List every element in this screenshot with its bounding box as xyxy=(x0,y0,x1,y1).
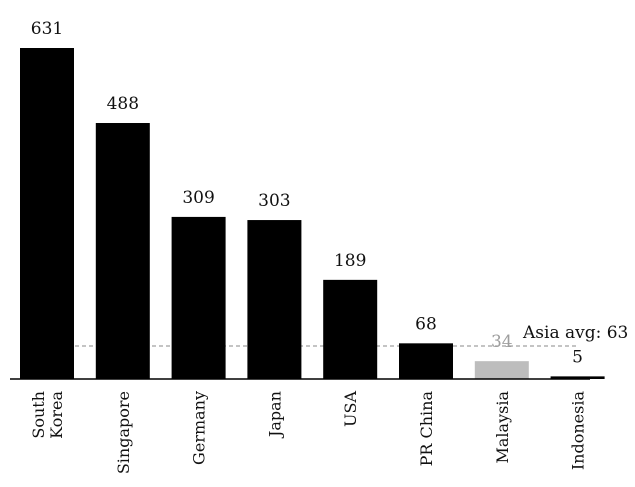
category-label: PR China xyxy=(417,391,436,467)
category-label-line: Indonesia xyxy=(569,391,588,471)
category-label-line: USA xyxy=(341,391,360,427)
category-label-line: Malaysia xyxy=(493,391,512,464)
category-label: USA xyxy=(341,391,360,427)
category-label-line: Japan xyxy=(265,391,284,439)
category-label-line: South xyxy=(29,391,48,439)
category-label: Germany xyxy=(190,391,209,465)
bar xyxy=(399,343,453,379)
value-label: 5 xyxy=(572,347,583,367)
bar xyxy=(474,361,529,379)
value-label: 68 xyxy=(415,314,437,334)
value-label: 631 xyxy=(31,19,63,39)
value-label: 309 xyxy=(182,188,214,208)
value-label: 303 xyxy=(258,191,290,211)
bar xyxy=(20,48,74,379)
average-reference-label: Asia avg: 63 xyxy=(522,323,628,343)
category-label: SouthKorea xyxy=(29,391,66,439)
category-label: Japan xyxy=(265,391,284,439)
category-label-line: Germany xyxy=(190,391,209,465)
bar xyxy=(171,216,226,379)
category-label: Singapore xyxy=(114,391,133,474)
value-label: 189 xyxy=(334,251,366,271)
category-label-line: Singapore xyxy=(114,391,133,474)
value-label: 488 xyxy=(107,94,139,114)
bar xyxy=(550,376,605,379)
plot-area: Asia avg: 63 631 SouthKorea 488 Singapore 309… xyxy=(10,19,628,474)
bar xyxy=(323,279,378,379)
bar xyxy=(247,220,302,379)
category-label: Malaysia xyxy=(493,391,512,464)
category-label-line: PR China xyxy=(417,391,436,467)
value-label: 34 xyxy=(491,332,513,352)
bar xyxy=(95,123,150,379)
category-label: Indonesia xyxy=(569,391,588,471)
category-label-line: Korea xyxy=(47,391,66,439)
